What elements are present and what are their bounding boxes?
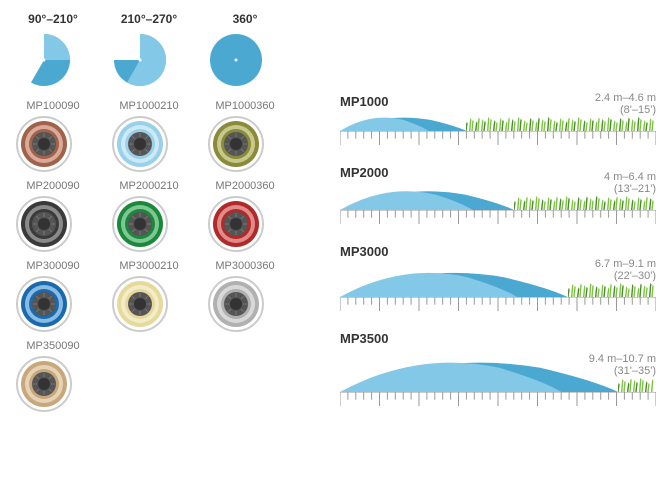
grass (618, 378, 656, 392)
arc-column: 90°–210° (14, 12, 92, 90)
arc-label: 210°–270° (110, 12, 188, 26)
product-row: MP200090 MP2000210 MP2000360 (14, 180, 294, 254)
arc-pie-icon (14, 30, 74, 90)
ruler (340, 297, 656, 311)
arc-label: 360° (206, 12, 284, 26)
product-cell: MP300090 (14, 260, 92, 334)
grass-strip (568, 283, 656, 297)
product-label: MP100090 (14, 100, 92, 112)
arc-pie-icon (110, 30, 170, 90)
grass (568, 283, 656, 297)
ruler (340, 392, 656, 406)
ruler (340, 131, 656, 145)
spray-title: MP3000 (340, 244, 656, 259)
nozzle-icon (110, 194, 170, 254)
grass (514, 196, 656, 210)
product-grid: MP100090MP1000210MP1000360MP200090MP2000… (14, 100, 294, 414)
grass-strip (466, 117, 656, 131)
spray-range: 9.4 m–10.7 m(31'–35') (589, 353, 656, 377)
product-cell: MP350090 (14, 340, 92, 414)
product-row: MP350090 (14, 340, 294, 414)
product-label: MP300090 (14, 260, 92, 272)
product-cell: MP200090 (14, 180, 92, 254)
product-label: MP350090 (14, 340, 92, 352)
spray-row: MP30006.7 m–9.1 m(22'–30') (340, 244, 656, 311)
arc-column: 360° (206, 12, 284, 90)
nozzle-icon (206, 274, 266, 334)
arc-header-row: 90°–210° 210°–270° 360° (14, 12, 294, 90)
nozzle-icon (110, 114, 170, 174)
product-row: MP300090 MP3000210 MP3000360 (14, 260, 294, 334)
nozzle-icon (110, 274, 170, 334)
product-cell: MP2000360 (206, 180, 284, 254)
nozzle-icon (14, 114, 74, 174)
product-cell: MP100090 (14, 100, 92, 174)
grass-strip (514, 196, 656, 210)
nozzle-icon (14, 194, 74, 254)
product-cell: MP1000360 (206, 100, 284, 174)
product-cell: MP3000360 (206, 260, 284, 334)
grass-strip (618, 378, 656, 392)
product-cell: MP1000210 (110, 100, 188, 174)
spray-range: 2.4 m–4.6 m(8'–15') (595, 92, 656, 116)
product-label: MP1000210 (110, 100, 188, 112)
nozzle-icon (206, 194, 266, 254)
product-row: MP100090 MP1000210 MP1000360 (14, 100, 294, 174)
spray-range: 4 m–6.4 m(13'–21') (604, 171, 656, 195)
nozzle-icon (14, 354, 74, 414)
product-label: MP2000210 (110, 180, 188, 192)
product-cell: MP2000210 (110, 180, 188, 254)
spray-range: 6.7 m–9.1 m(22'–30') (595, 258, 656, 282)
product-label: MP3000210 (110, 260, 188, 272)
product-label: MP1000360 (206, 100, 284, 112)
arc-column: 210°–270° (110, 12, 188, 90)
ruler (340, 210, 656, 224)
spray-title: MP3500 (340, 331, 656, 346)
spray-row: MP10002.4 m–4.6 m(8'–15') (340, 94, 656, 145)
spray-row: MP20004 m–6.4 m(13'–21') (340, 165, 656, 224)
product-cell: MP3000210 (110, 260, 188, 334)
nozzle-icon (206, 114, 266, 174)
product-label: MP2000360 (206, 180, 284, 192)
product-label: MP3000360 (206, 260, 284, 272)
product-label: MP200090 (14, 180, 92, 192)
grass (466, 117, 656, 131)
nozzle-icon (14, 274, 74, 334)
spray-row: MP3500 9.4 m–10.7 m(31'–35') (340, 331, 656, 406)
arc-label: 90°–210° (14, 12, 92, 26)
spray-diagrams: MP10002.4 m–4.6 m(8'–15') MP20004 m–6.4 m… (340, 94, 656, 426)
arc-pie-icon (206, 30, 266, 90)
